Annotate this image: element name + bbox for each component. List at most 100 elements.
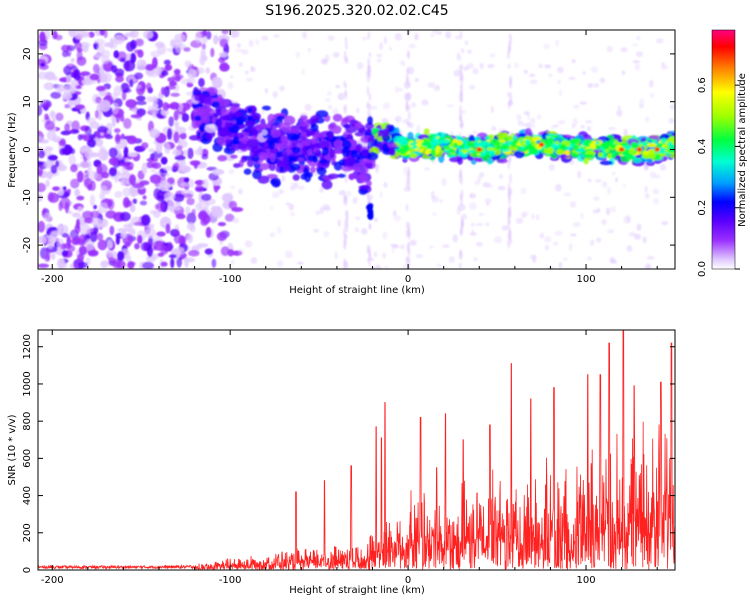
spectrogram-blob <box>531 213 535 220</box>
spectrogram-blob <box>50 164 58 174</box>
spectrogram-blob <box>277 260 284 267</box>
spectrogram-blob <box>341 165 354 172</box>
x-tick-label: 100 <box>576 274 595 285</box>
spectrogram-blob <box>68 210 73 215</box>
spectrogram-blob <box>70 65 78 71</box>
spectrogram-blob <box>587 178 592 183</box>
spectrogram-blob <box>288 155 299 162</box>
spectrogram-blob <box>273 34 280 39</box>
spectrogram-blob <box>384 265 389 269</box>
spectrogram-blob <box>509 173 513 184</box>
spectrogram-blob <box>125 99 137 108</box>
spectrogram-blob <box>327 104 333 110</box>
spectrogram-blob <box>132 108 137 114</box>
spectrogram-blob <box>607 152 612 160</box>
spectrogram-blob <box>145 63 155 71</box>
spectrogram-blob <box>278 188 284 195</box>
spectrogram-blob <box>278 85 286 92</box>
spectrogram-blob <box>109 37 114 50</box>
spectrogram-blob <box>571 59 576 63</box>
spectrogram-blob <box>467 140 472 148</box>
spectrogram-blob <box>100 55 110 65</box>
spectrogram-blob <box>87 250 99 257</box>
spectrogram-blob <box>77 206 84 213</box>
spectrogram-blob <box>84 147 93 159</box>
spectrogram-blob <box>529 147 539 155</box>
spectrogram-blob <box>38 220 46 233</box>
spectrogram-blob <box>60 138 66 145</box>
spectrogram-blob <box>235 116 247 123</box>
spectrogram-blob <box>54 34 63 41</box>
spectrogram-blob <box>458 262 462 269</box>
spectrogram-blob <box>323 230 330 238</box>
spectrogram-blob <box>55 160 60 168</box>
spectrogram-blob <box>459 174 463 186</box>
spectrogram-blob <box>194 31 202 43</box>
spectrogram-blob <box>636 35 641 41</box>
spectrogram-blob <box>81 44 89 53</box>
spectrogram-blob <box>201 103 211 112</box>
spectrogram-blob <box>288 203 294 211</box>
spectrogram-blob <box>38 182 47 193</box>
spectrogram-blob <box>205 30 212 40</box>
spectrogram-blob <box>173 110 179 121</box>
spectrogram-blob <box>406 68 410 74</box>
spectrogram-blob <box>226 121 234 128</box>
spectrogram-blob <box>176 145 183 151</box>
spectrogram-blob <box>261 129 268 136</box>
spectrogram-blob <box>595 140 600 145</box>
spectrogram-blob <box>337 173 347 178</box>
spectrogram-blob <box>78 223 91 236</box>
spectrogram-blob <box>113 128 121 133</box>
spectrogram-ylabel: Frequency (Hz) <box>7 112 18 188</box>
spectrogram-blobs <box>38 30 675 269</box>
spectrogram-blob <box>116 260 126 269</box>
spectrogram-blob <box>96 233 104 241</box>
spectrogram-blob <box>86 138 97 148</box>
spectrogram-blob <box>52 186 61 191</box>
spectrogram-blob <box>368 223 372 230</box>
spectrogram-blob <box>376 58 382 63</box>
spectrogram-blob <box>151 105 159 115</box>
spectrogram-blob <box>537 114 542 120</box>
y-tick-label: 1000 <box>22 371 33 396</box>
spectrogram-blob <box>626 245 633 252</box>
spectrogram-blob <box>630 141 638 149</box>
spectrogram-blob <box>250 257 258 265</box>
spectrogram-blob <box>642 236 647 244</box>
spectrogram-blob <box>43 82 55 91</box>
spectrogram-blob <box>235 48 244 53</box>
spectrogram-blob <box>424 150 430 156</box>
spectrogram-blob <box>343 258 347 267</box>
spectrogram-blob <box>573 144 579 151</box>
spectrogram-blob <box>129 78 134 88</box>
spectrogram-blob <box>391 245 396 253</box>
spectrogram-blob <box>643 145 648 150</box>
spectrogram-blob <box>176 256 183 268</box>
spectrogram-blob <box>38 71 48 80</box>
spectrogram-blob <box>113 34 125 45</box>
chart-title: S196.2025.320.02.02.C45 <box>265 3 448 19</box>
spectrogram-blob <box>456 51 461 60</box>
spectrogram-blob <box>125 200 133 207</box>
spectrogram-blob <box>229 30 240 38</box>
spectrogram-blob <box>635 51 644 58</box>
spectrogram-blob <box>572 221 581 227</box>
spectrogram-blob <box>281 134 287 144</box>
spectrogram-blob <box>436 31 443 36</box>
spectrogram-blob <box>319 159 328 165</box>
spectrogram-blob <box>610 206 617 213</box>
spectrogram-blob <box>169 101 180 110</box>
spectrogram-blob <box>98 202 109 214</box>
spectrogram-blob <box>238 188 243 195</box>
spectrogram-blob <box>270 206 274 210</box>
spectrogram-blob <box>522 123 529 127</box>
spectrogram-blob <box>236 43 241 48</box>
spectrogram-blob <box>648 135 660 140</box>
spectrogram-blob <box>335 84 341 89</box>
spectrogram-blob <box>279 142 293 149</box>
spectrogram-blob <box>172 148 182 157</box>
spectrogram-blob <box>80 73 85 81</box>
spectrogram-blob <box>313 228 319 233</box>
spectrogram-blob <box>92 63 100 74</box>
